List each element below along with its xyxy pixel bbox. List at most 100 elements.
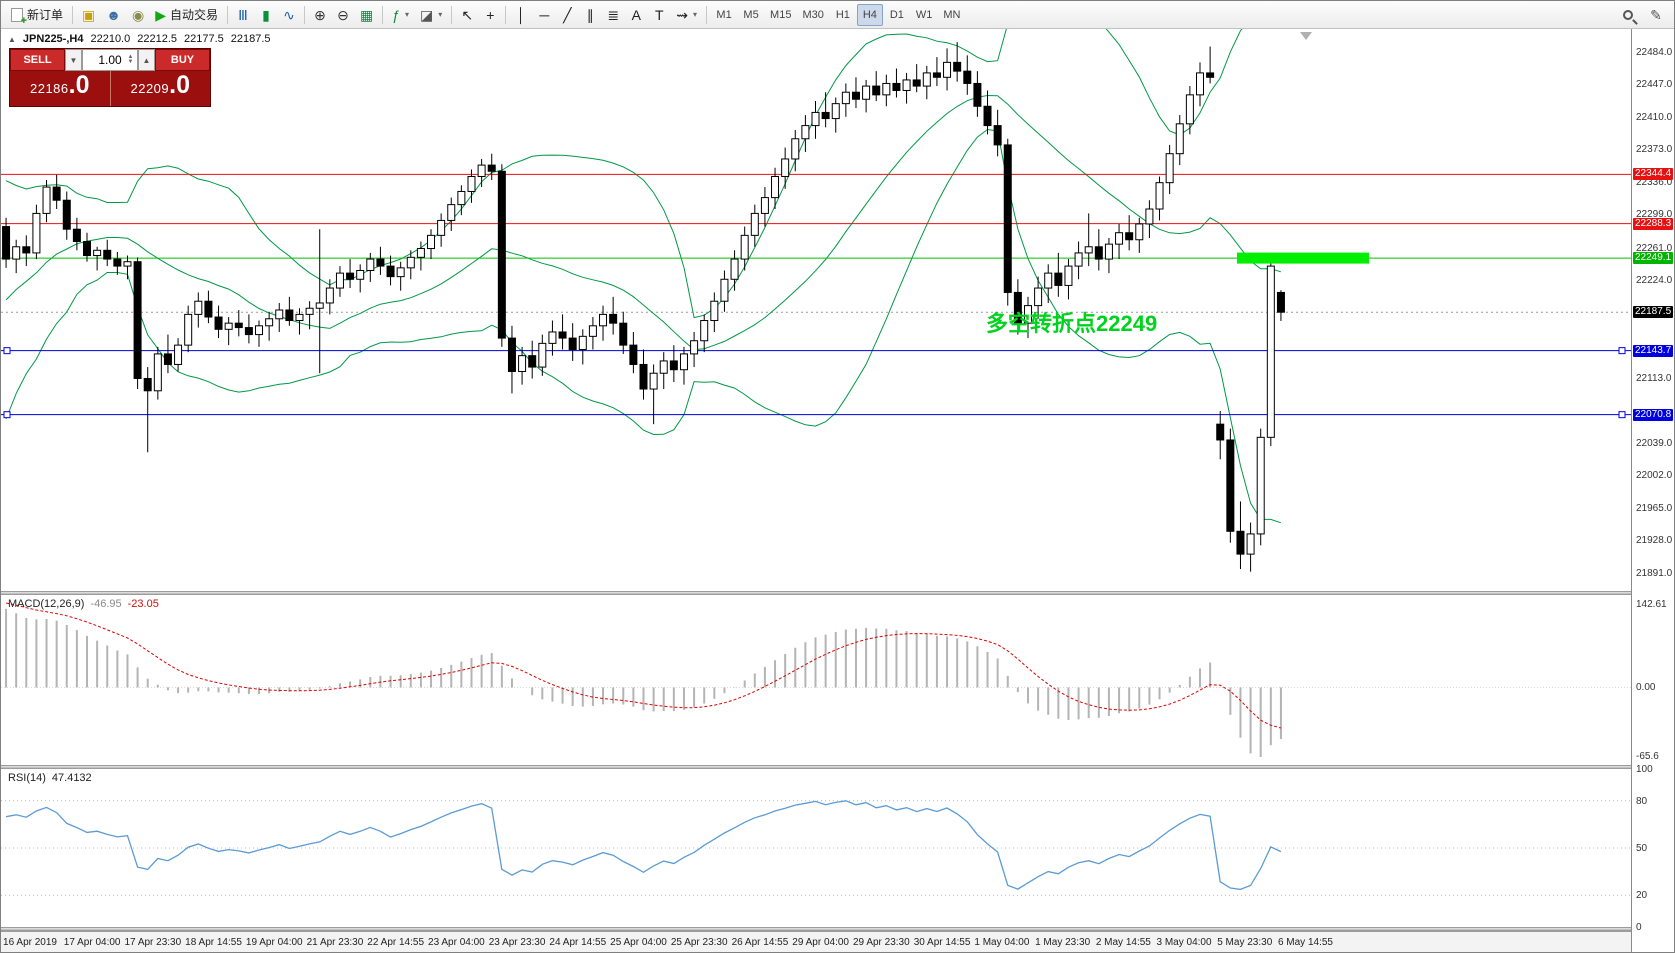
- crosshair-button[interactable]: +: [479, 4, 501, 26]
- turning-point-highlight[interactable]: [1237, 252, 1369, 264]
- time-axis-label: 2 May 14:55: [1095, 937, 1151, 948]
- auto-trading-button[interactable]: ▶ 自动交易: [150, 4, 223, 26]
- volume-spinner[interactable]: ▲ ▼: [125, 50, 136, 70]
- price-chart-svg[interactable]: 多空转折点22249: [1, 29, 1631, 591]
- toolbar-separator: [382, 5, 384, 24]
- timeframe-h1-button[interactable]: H1: [835, 8, 850, 21]
- new-order-label: 新订单: [27, 8, 64, 22]
- zoom-out-icon: ⊖: [337, 6, 349, 23]
- chart-shift-marker[interactable]: [1300, 32, 1312, 40]
- spinner-down-icon[interactable]: ▼: [127, 59, 134, 65]
- line-chart-button[interactable]: ∿: [278, 4, 300, 26]
- volume-increase-button[interactable]: ▲: [138, 49, 155, 71]
- line-handle[interactable]: [3, 347, 11, 355]
- timeframe-mn-button[interactable]: MN: [943, 8, 961, 21]
- timeframe-m5-button[interactable]: M5: [743, 8, 759, 21]
- edit-button[interactable]: ✎: [1645, 4, 1667, 26]
- indicators-button[interactable]: ƒ ▾: [387, 4, 414, 26]
- objects-button[interactable]: ◪ ▾: [415, 4, 447, 26]
- macd-value-signal: -23.05: [127, 598, 159, 610]
- horizontal-line-button[interactable]: ─: [533, 4, 555, 26]
- buy-price[interactable]: 22209 .0: [111, 71, 211, 106]
- level-price-label: 22288.3: [1633, 217, 1674, 230]
- time-axis-label: 16 Apr 2019: [3, 937, 57, 948]
- sell-button[interactable]: SELL: [10, 49, 65, 71]
- time-axis-label: 17 Apr 23:30: [124, 937, 182, 948]
- equidistant-channel-button[interactable]: ∥: [579, 4, 601, 26]
- time-axis-label: 6 May 14:55: [1277, 937, 1333, 948]
- strategy-tester-button[interactable]: ◉: [127, 4, 149, 26]
- macd-value-main: -46.95: [90, 598, 122, 610]
- ohlc-open: 22210.0: [90, 33, 131, 45]
- price-tick-label: 22410.0: [1636, 111, 1673, 123]
- bar-chart-button[interactable]: Ⅲ: [232, 4, 254, 26]
- macd-scale-zero: 0.00: [1636, 682, 1656, 694]
- buy-button[interactable]: BUY: [155, 49, 210, 71]
- trendline-icon: ╱: [563, 6, 572, 23]
- time-axis-label: 23 Apr 04:00: [428, 937, 485, 948]
- spinner-up-icon[interactable]: ▲: [127, 54, 134, 60]
- rsi-panel-svg[interactable]: [1, 769, 1631, 927]
- volume-input[interactable]: [83, 50, 137, 70]
- volume-decrease-button[interactable]: ▼: [65, 49, 82, 71]
- horizontal-level-lines[interactable]: [1, 173, 1631, 419]
- rsi-value: 47.4132: [51, 772, 92, 784]
- toolbar-right-group: ✎: [1617, 4, 1671, 26]
- vertical-line-button[interactable]: │: [510, 4, 532, 26]
- fibonacci-icon: ≣: [607, 6, 620, 23]
- rsi-scale-label: 100: [1636, 764, 1653, 775]
- time-axis-label: 29 Apr 04:00: [792, 937, 849, 948]
- arrows-button[interactable]: ⇝ ▾: [671, 4, 702, 26]
- sell-price[interactable]: 22186 .0: [10, 71, 110, 106]
- turning-point-annotation[interactable]: 多空转折点22249: [986, 311, 1157, 336]
- buy-price-main: 22209: [130, 81, 170, 96]
- line-handle[interactable]: [3, 411, 11, 419]
- price-tick-label: 22373.0: [1636, 144, 1673, 156]
- text-button[interactable]: A: [625, 4, 647, 26]
- zoom-in-button[interactable]: ⊕: [309, 4, 331, 26]
- symbol-period-label: JPN225-,H4: [22, 33, 84, 45]
- search-button[interactable]: [1617, 4, 1639, 26]
- pencil-icon: ✎: [1650, 6, 1662, 23]
- panel-splitter[interactable]: [1, 591, 1674, 595]
- timeframe-m15-button[interactable]: M15: [770, 8, 792, 21]
- timeframe-m1-button[interactable]: M1: [716, 8, 732, 21]
- line-handle[interactable]: [1618, 347, 1626, 355]
- new-order-button[interactable]: 新订单: [6, 4, 68, 27]
- market-watch-button[interactable]: ☻: [101, 4, 126, 26]
- zoom-out-button[interactable]: ⊖: [332, 4, 354, 26]
- time-axis[interactable]: 16 Apr 2019 17 Apr 04:00 17 Apr 23:30 18 Ap…: [1, 931, 1631, 952]
- panel-splitter[interactable]: [1, 765, 1674, 769]
- time-axis-label: 1 May 23:30: [1035, 937, 1091, 948]
- timeframe-w1-button[interactable]: W1: [915, 8, 933, 21]
- bollinger-bands: [5, 29, 1282, 524]
- grid-button[interactable]: ▦: [355, 4, 378, 26]
- panel-splitter[interactable]: [1, 927, 1674, 931]
- macd-panel-svg[interactable]: [1, 595, 1631, 765]
- candlestick-chart-button[interactable]: ▮: [255, 4, 277, 26]
- current-price-label: 22187.5: [1633, 306, 1674, 319]
- rsi-scale-label: 0: [1636, 922, 1642, 933]
- price-scale[interactable]: 22484.0 22447.0 22410.0 22373.0 22336.0 22299…: [1631, 29, 1674, 952]
- level-price-label: 22143.7: [1633, 344, 1674, 357]
- cursor-button[interactable]: ↖: [456, 4, 478, 26]
- line-handle[interactable]: [1618, 411, 1626, 419]
- timeframe-h4-button[interactable]: H4: [856, 3, 883, 26]
- timeframe-buttons: M1 M5 M15 M30 H1 H4 D1 W1 MN: [711, 3, 965, 26]
- toolbar-separator: [706, 5, 708, 24]
- label-button[interactable]: T: [648, 4, 670, 26]
- collapse-trade-panel-icon[interactable]: ▲: [8, 34, 16, 44]
- timeframe-d1-button[interactable]: D1: [889, 8, 904, 21]
- time-axis-label: 26 Apr 14:55: [731, 937, 789, 948]
- timeframe-m30-button[interactable]: M30: [802, 8, 824, 21]
- trendline-button[interactable]: ╱: [556, 4, 578, 26]
- macd-signal-line: [5, 602, 1282, 729]
- charts-window-button[interactable]: ▣: [77, 4, 100, 26]
- price-tick-label: 21928.0: [1636, 535, 1673, 547]
- price-tick-label: 22336.0: [1636, 176, 1673, 188]
- toolbar-separator: [505, 5, 507, 24]
- time-axis-label: 22 Apr 14:55: [367, 937, 425, 948]
- time-axis-label: 5 May 23:30: [1217, 937, 1273, 948]
- fibonacci-button[interactable]: ≣: [602, 4, 624, 26]
- price-tick-label: 22039.0: [1636, 437, 1673, 449]
